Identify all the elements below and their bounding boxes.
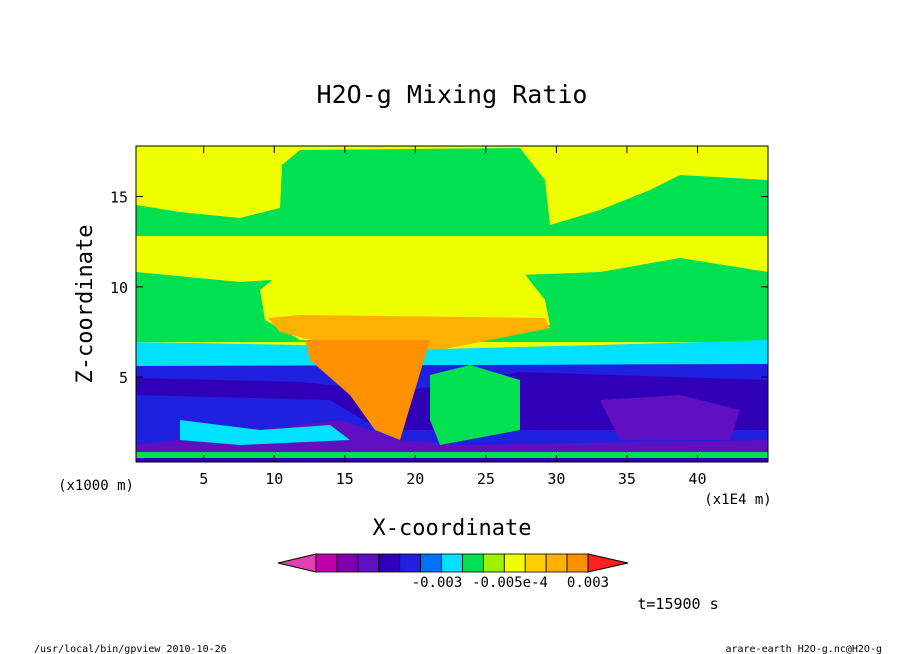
colorbar-swatch-4 bbox=[399, 553, 422, 573]
cyan-finger bbox=[180, 420, 350, 445]
colorbar: -0.003 -0.005e-4 0.003 bbox=[277, 553, 629, 591]
chart-title: H2O-g Mixing Ratio bbox=[317, 80, 588, 109]
colorbar-label-2: 0.003 bbox=[567, 575, 609, 591]
colorbar-swatch-9 bbox=[503, 553, 526, 573]
x-tick-label-6: 35 bbox=[618, 470, 636, 488]
colorbar-label-1: -0.005e-4 bbox=[472, 575, 548, 591]
colorbar-swatch-6 bbox=[441, 553, 463, 573]
purple-blob bbox=[600, 395, 740, 440]
orange-core bbox=[305, 340, 430, 440]
colorbar-swatch-10 bbox=[524, 553, 547, 573]
upper-green-band bbox=[136, 148, 768, 236]
colorbar-swatch-2 bbox=[357, 553, 380, 573]
y-tick-label-1: 10 bbox=[110, 279, 128, 297]
x-tick-label-4: 25 bbox=[477, 470, 495, 488]
colorbar-swatch-0 bbox=[315, 553, 338, 573]
x-tick-label-0: 5 bbox=[199, 470, 208, 488]
colorbar-swatch-12 bbox=[566, 553, 589, 573]
x-unit-right: (x1E4 m) bbox=[704, 492, 771, 508]
footer-right: arare-earth_H2O-g.nc@H2O-g bbox=[725, 644, 882, 654]
time-label: t=15900 s bbox=[637, 595, 718, 613]
y-tick-label-0: 5 bbox=[119, 369, 128, 387]
colorbar-arrow-high bbox=[587, 553, 629, 573]
y-axis: 5 10 15 bbox=[110, 189, 768, 387]
colorbar-swatch-8 bbox=[482, 553, 505, 573]
x-tick-label-5: 30 bbox=[547, 470, 565, 488]
colorbar-swatch-11 bbox=[545, 553, 568, 573]
colorbar-swatch-3 bbox=[378, 553, 401, 573]
x-axis-label: X-coordinate bbox=[373, 516, 532, 541]
plot-frame bbox=[135, 145, 769, 463]
plot-area bbox=[135, 145, 769, 463]
x-tick-label-2: 15 bbox=[336, 470, 354, 488]
colorbar-arrow-low bbox=[277, 553, 317, 573]
colorbar-swatch-1 bbox=[336, 553, 359, 573]
y-axis-label: Z-coordinate bbox=[73, 225, 98, 384]
bottom-strip bbox=[136, 452, 768, 458]
green-finger bbox=[430, 365, 520, 445]
x-tick-label-7: 40 bbox=[688, 470, 706, 488]
x-tick-label-1: 10 bbox=[265, 470, 283, 488]
colorbar-swatch-5 bbox=[420, 553, 442, 573]
x-tick-label-3: 20 bbox=[406, 470, 424, 488]
y-tick-label-2: 15 bbox=[110, 189, 128, 207]
colorbar-label-0: -0.003 bbox=[412, 575, 463, 591]
x-axis: 5 10 15 20 25 30 35 40 bbox=[199, 146, 706, 488]
x-unit-left: (x1000 m) bbox=[58, 478, 134, 494]
colorbar-swatch-7 bbox=[462, 553, 484, 573]
footer-left: /usr/local/bin/gpview 2010-10-26 bbox=[34, 644, 227, 654]
cyan-band bbox=[136, 340, 768, 368]
